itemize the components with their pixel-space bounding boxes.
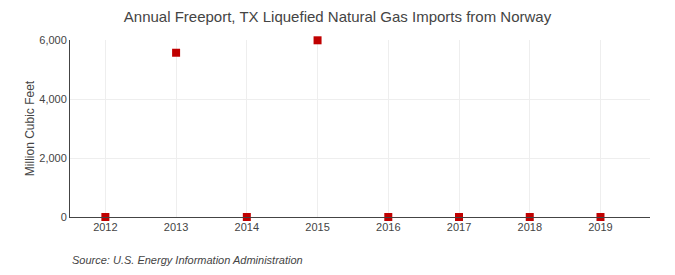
svg-text:2013: 2013	[164, 221, 188, 233]
svg-text:0: 0	[61, 211, 67, 223]
svg-text:Source: U.S. Energy Informatio: Source: U.S. Energy Information Administ…	[72, 254, 303, 266]
svg-text:2,000: 2,000	[39, 152, 67, 164]
svg-text:6,000: 6,000	[39, 34, 67, 46]
svg-text:2012: 2012	[93, 221, 117, 233]
svg-text:2019: 2019	[588, 221, 612, 233]
svg-text:Annual Freeport, TX Liquefied: Annual Freeport, TX Liquefied Natural Ga…	[124, 8, 552, 25]
svg-text:2018: 2018	[518, 221, 542, 233]
svg-text:2016: 2016	[376, 221, 400, 233]
svg-text:Million Cubic Feet: Million Cubic Feet	[23, 80, 37, 176]
svg-text:4,000: 4,000	[39, 93, 67, 105]
svg-text:2015: 2015	[305, 221, 329, 233]
svg-text:2017: 2017	[447, 221, 471, 233]
svg-text:2014: 2014	[235, 221, 259, 233]
